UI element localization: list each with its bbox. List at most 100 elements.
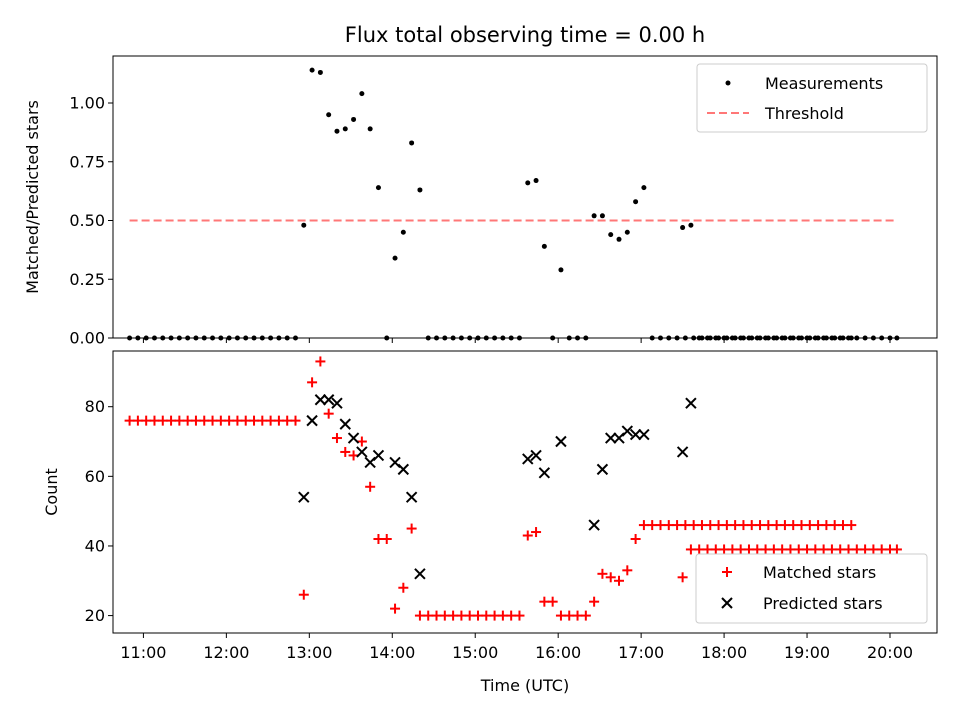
- measurement-point: [176, 335, 182, 341]
- measurement-point: [533, 178, 539, 184]
- top-y-ticks: 0.00 0.25 0.50 0.75 1.00: [69, 94, 113, 348]
- top-axes-frame: [112, 55, 938, 339]
- bottom-legend: Matched stars Predicted stars: [695, 553, 928, 624]
- bottom-y-tick-label: 60: [85, 467, 105, 486]
- top-chart-title: Flux total observing time = 0.00 h: [345, 23, 705, 47]
- matched-star-point: [356, 436, 367, 447]
- matched-star-point: [605, 572, 616, 583]
- measurement-point: [870, 335, 876, 341]
- measurements-legend-marker: [725, 80, 731, 86]
- matched-star-point: [597, 568, 608, 579]
- measurement-point: [417, 187, 423, 193]
- measurement-point: [729, 335, 735, 341]
- threshold-legend-label: Threshold: [764, 104, 844, 123]
- measurement-point: [351, 116, 357, 122]
- measurement-point: [483, 335, 489, 341]
- measurement-point: [160, 335, 166, 341]
- matched-star-point: [677, 572, 688, 583]
- predicted-star-point: [538, 467, 551, 479]
- predicted-star-point: [397, 463, 410, 476]
- measurement-point: [367, 126, 373, 132]
- top-legend: Measurements Threshold: [696, 63, 928, 133]
- measurement-point: [680, 225, 686, 231]
- matched-star-point: [340, 446, 351, 457]
- measurement-point: [641, 185, 647, 191]
- predicted-star-point: [314, 394, 327, 406]
- matched-star-point: [323, 408, 334, 419]
- measurement-point: [738, 335, 744, 341]
- bottom-y-tick-label: 20: [85, 606, 105, 625]
- measurement-point: [168, 335, 174, 341]
- measurement-point: [688, 222, 694, 228]
- measurement-point: [500, 335, 506, 341]
- measurement-point: [508, 335, 514, 341]
- measurement-point: [862, 335, 868, 341]
- predicted-star-point: [356, 446, 368, 458]
- matched-star-point: [298, 589, 309, 600]
- measurement-point: [591, 213, 597, 219]
- measurement-point: [234, 335, 240, 341]
- predicted-star-point: [298, 491, 310, 503]
- measurement-point: [425, 335, 431, 341]
- measurement-point: [201, 335, 207, 341]
- top-data-layer: [127, 67, 900, 341]
- measurement-point: [879, 335, 885, 341]
- measurement-point: [392, 255, 398, 261]
- measurement-point: [796, 335, 802, 341]
- measurement-point: [326, 112, 332, 118]
- bottom-data-layer: [124, 356, 902, 621]
- matched-star-point: [522, 530, 533, 541]
- matched-star-point: [307, 377, 318, 388]
- predicted-star-point: [685, 397, 697, 409]
- matched-star-point: [630, 534, 641, 544]
- predicted-stars-legend-label: Predicted stars: [763, 594, 883, 613]
- predicted-star-point: [621, 425, 634, 437]
- measurement-point: [467, 335, 473, 341]
- measurement-point: [541, 243, 547, 249]
- predicted-star-point: [596, 463, 609, 476]
- matched-star-point: [331, 433, 342, 444]
- measurement-point: [143, 335, 149, 341]
- measurement-point: [550, 335, 556, 341]
- measurement-point: [292, 335, 298, 341]
- bottom-x-tick-label: 19:00: [784, 643, 830, 662]
- matched-star-point: [531, 527, 542, 538]
- measurement-point: [854, 335, 860, 341]
- measurement-point: [317, 69, 323, 75]
- measurement-point: [821, 335, 827, 341]
- measurement-point: [409, 140, 415, 146]
- matched-star-point: [381, 534, 392, 544]
- matched-star-point: [514, 610, 525, 621]
- measurement-point: [837, 335, 843, 341]
- predicted-star-point: [306, 414, 318, 427]
- measurement-point: [583, 335, 589, 341]
- bottom-axes-frame: [112, 350, 938, 634]
- measurement-point: [771, 335, 777, 341]
- measurement-point: [525, 180, 531, 186]
- predicted-star-point: [629, 428, 642, 441]
- measurement-point: [894, 335, 900, 341]
- matched-star-point: [398, 582, 409, 593]
- matched-star-point: [589, 596, 600, 607]
- top-y-tick-label: 0.00: [69, 329, 105, 348]
- measurement-point: [268, 335, 274, 341]
- matched-star-point: [390, 603, 401, 614]
- measurements-legend-label: Measurements: [765, 74, 883, 93]
- predicted-star-point: [372, 449, 385, 462]
- predicted-star-point: [588, 519, 600, 531]
- measurement-point: [243, 335, 249, 341]
- measurement-point: [674, 335, 680, 341]
- measurement-point: [359, 91, 365, 97]
- top-x-ticks: [142, 338, 891, 343]
- measurement-point: [599, 213, 605, 219]
- matched-star-point: [547, 596, 558, 607]
- measurement-point: [375, 185, 381, 191]
- matched-star-point: [365, 481, 376, 492]
- predicted-star-point: [339, 418, 351, 430]
- measurement-point: [779, 335, 785, 341]
- matched-star-point: [315, 356, 326, 367]
- matched-star-point: [580, 610, 591, 621]
- measurement-point: [566, 335, 572, 341]
